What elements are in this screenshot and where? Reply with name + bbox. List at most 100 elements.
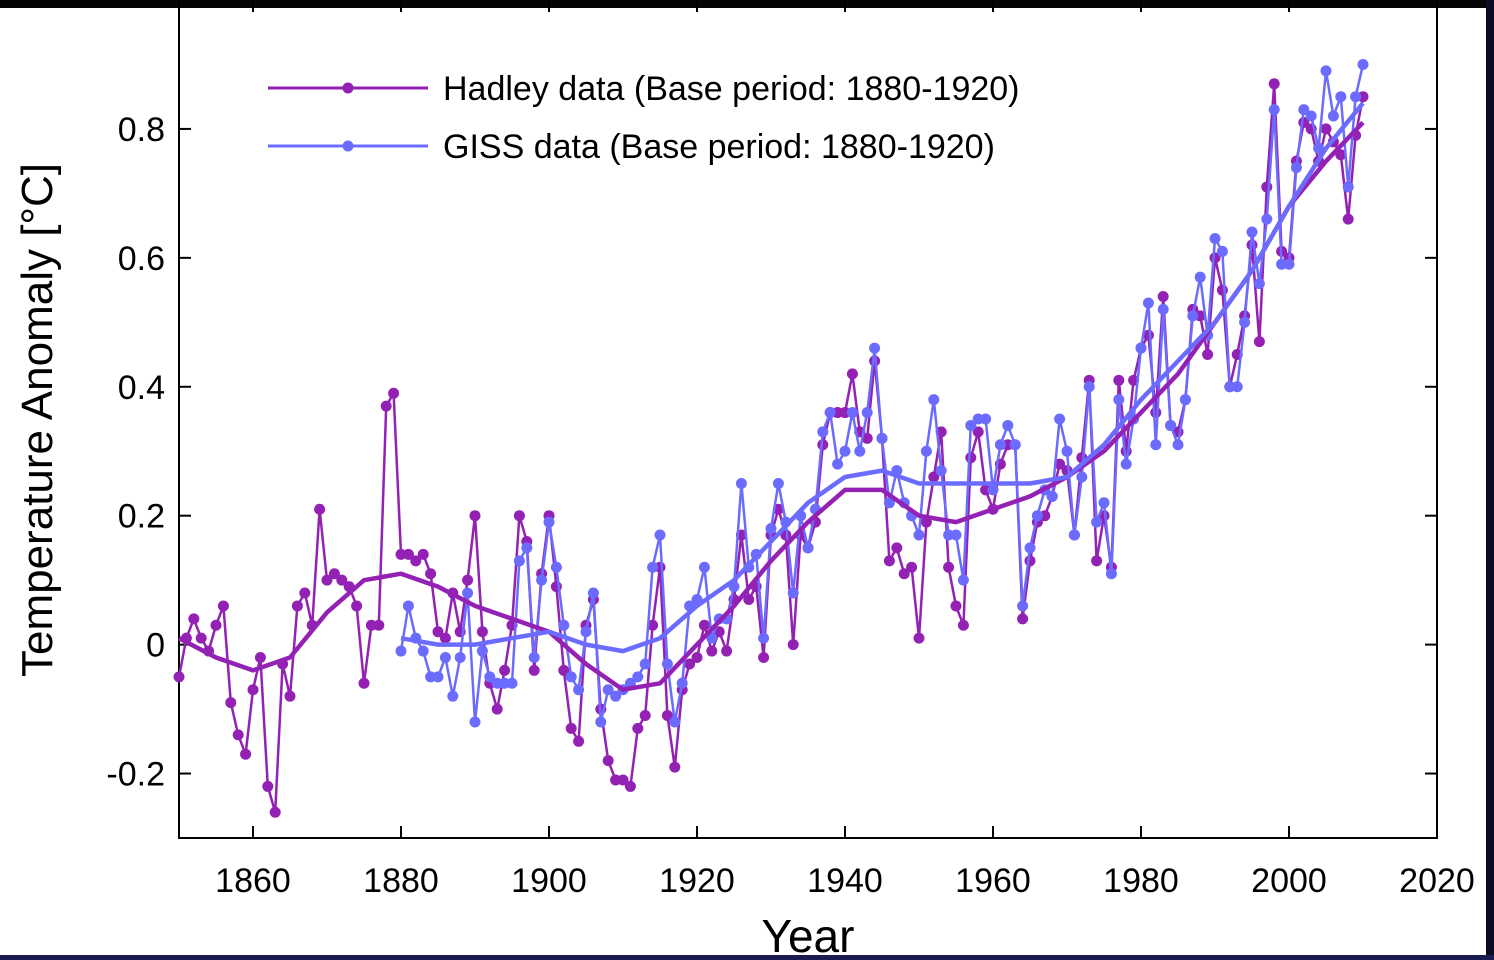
legend-label: GISS data (Base period: 1880-1920): [443, 128, 995, 166]
data-point: [1253, 336, 1265, 348]
data-point: [876, 432, 888, 444]
data-point: [321, 574, 333, 586]
data-point: [846, 368, 858, 380]
data-point: [639, 710, 651, 722]
x-axis-label: Year: [762, 910, 855, 960]
data-point: [351, 600, 363, 612]
data-point: [1150, 407, 1162, 419]
x-tick-label: 1900: [511, 862, 587, 900]
data-point: [639, 658, 651, 670]
data-point: [565, 722, 577, 734]
data-point: [521, 542, 533, 554]
data-point: [173, 671, 185, 683]
data-point: [980, 413, 992, 425]
y-tick-label: 0.2: [118, 498, 165, 536]
data-point: [1150, 439, 1162, 451]
data-point: [624, 780, 636, 792]
data-point: [1216, 245, 1228, 257]
data-point: [1142, 297, 1154, 309]
x-tick-label: 1920: [659, 862, 735, 900]
data-point: [447, 690, 459, 702]
data-point: [1113, 394, 1125, 406]
data-point: [1313, 142, 1325, 154]
x-tick-label: 1980: [1103, 862, 1179, 900]
data-point: [210, 619, 222, 631]
data-point: [439, 652, 451, 664]
data-point: [602, 755, 614, 767]
data-point: [987, 484, 999, 496]
data-point: [1054, 413, 1066, 425]
data-point: [1305, 110, 1317, 122]
data-point: [1194, 271, 1206, 283]
y-tick-label: 0: [146, 627, 165, 665]
data-point: [706, 645, 718, 657]
data-point: [735, 477, 747, 489]
data-point: [721, 645, 733, 657]
data-line: [177, 83, 1365, 813]
data-point: [188, 613, 200, 625]
data-point: [513, 510, 525, 522]
data-point: [676, 677, 688, 689]
data-point: [1342, 181, 1354, 193]
trend-line: [400, 101, 1365, 654]
data-point: [772, 477, 784, 489]
data-point: [1246, 226, 1258, 238]
data-point: [1002, 419, 1014, 431]
data-point: [765, 523, 777, 535]
data-point: [950, 600, 962, 612]
data-point: [1357, 58, 1369, 70]
data-point: [869, 342, 881, 354]
data-point: [1239, 316, 1251, 328]
data-point: [469, 716, 481, 728]
data-point: [1187, 310, 1199, 322]
data-point: [417, 645, 429, 657]
data-point: [528, 652, 540, 664]
data-point: [610, 690, 622, 702]
data-point: [691, 652, 703, 664]
right-border: [1486, 0, 1494, 960]
legend-marker: [342, 140, 354, 152]
data-point: [425, 568, 437, 580]
data-point: [1068, 529, 1080, 541]
data-point: [580, 626, 592, 638]
data-point: [994, 439, 1006, 451]
data-point: [402, 600, 414, 612]
data-point: [861, 432, 873, 444]
data-point: [462, 574, 474, 586]
data-point: [802, 542, 814, 554]
data-point: [957, 619, 969, 631]
data-point: [669, 761, 681, 773]
data-point: [913, 632, 925, 644]
data-point: [558, 619, 570, 631]
data-point: [1061, 445, 1073, 457]
data-point: [1268, 78, 1280, 90]
data-point: [417, 548, 429, 560]
plot-frame: [178, 0, 1438, 839]
data-point: [839, 445, 851, 457]
data-point: [336, 574, 348, 586]
x-tick-label: 2000: [1251, 862, 1327, 900]
data-point: [950, 529, 962, 541]
data-point: [1335, 149, 1347, 161]
data-point: [1350, 91, 1362, 103]
data-point: [1157, 303, 1169, 315]
data-point: [550, 561, 562, 573]
data-point: [587, 587, 599, 599]
data-point: [1335, 91, 1347, 103]
data-point: [476, 626, 488, 638]
data-point: [299, 587, 311, 599]
data-point: [661, 658, 673, 670]
data-point: [891, 542, 903, 554]
data-point: [432, 626, 444, 638]
data-point: [832, 458, 844, 470]
data-point: [1076, 471, 1088, 483]
data-point: [906, 561, 918, 573]
data-point: [758, 632, 770, 644]
data-point: [647, 561, 659, 573]
data-point: [373, 619, 385, 631]
data-point: [469, 510, 481, 522]
data-point: [883, 497, 895, 509]
y-tick-label: 0.6: [118, 240, 165, 278]
data-point: [476, 645, 488, 657]
